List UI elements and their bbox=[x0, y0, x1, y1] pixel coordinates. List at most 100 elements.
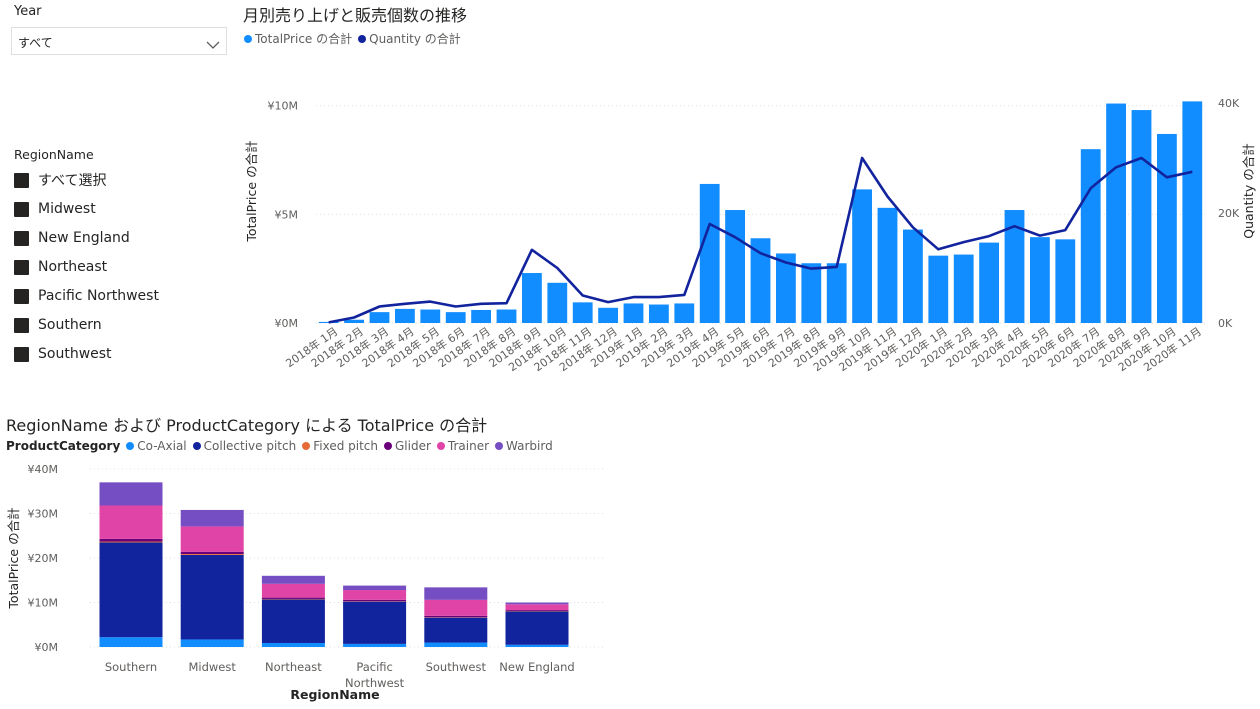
y-tick-label-right: 20K bbox=[1218, 207, 1240, 220]
region-slicer-item[interactable]: Southwest bbox=[14, 342, 112, 366]
legend-label: Warbird bbox=[506, 439, 553, 453]
region-slicer-item[interactable]: New England bbox=[14, 226, 130, 250]
x-tick-label: Pacific bbox=[356, 660, 393, 674]
stacked-bar-segment bbox=[180, 526, 244, 552]
legend-label: Quantity の合計 bbox=[369, 32, 461, 46]
x-tick-label: Northeast bbox=[265, 660, 322, 674]
x-axis-title: RegionName bbox=[290, 687, 379, 702]
chevron-down-icon bbox=[206, 35, 220, 54]
checkbox-checked-icon[interactable] bbox=[14, 172, 29, 188]
year-dropdown-value: すべて bbox=[18, 36, 53, 50]
y-tick-label: ¥20M bbox=[28, 552, 59, 565]
legend-item-co-axial[interactable]: Co-Axial bbox=[126, 439, 187, 453]
legend-marker bbox=[192, 442, 201, 450]
bar bbox=[953, 254, 974, 323]
stacked-bar-segment bbox=[99, 482, 163, 506]
bar bbox=[979, 242, 1000, 323]
bar bbox=[902, 229, 923, 323]
stacked-bar-segment bbox=[424, 617, 488, 643]
bar bbox=[318, 321, 339, 323]
checkbox-checked-icon[interactable] bbox=[14, 259, 29, 275]
chart1-title: 月別売り上げと販売個数の推移 bbox=[243, 6, 468, 25]
region-slicer-item[interactable]: Midwest bbox=[14, 197, 96, 221]
stacked-bar-segment bbox=[180, 551, 244, 554]
legend-item-glider[interactable]: Glider bbox=[384, 439, 431, 453]
legend-item-fixed-pitch[interactable]: Fixed pitch bbox=[302, 439, 378, 453]
legend-marker bbox=[302, 442, 311, 450]
legend-marker bbox=[244, 34, 252, 43]
bar bbox=[598, 307, 619, 323]
region-slicer-item[interactable]: すべて選択 bbox=[14, 168, 106, 192]
stacked-bar-segment bbox=[505, 602, 569, 605]
y-tick-label-left: ¥5M bbox=[275, 208, 299, 221]
legend-item-warbird[interactable]: Warbird bbox=[495, 439, 553, 453]
checkbox-checked-icon[interactable] bbox=[14, 288, 29, 304]
legend-title: ProductCategory bbox=[6, 439, 121, 453]
bar bbox=[1131, 110, 1152, 323]
bar bbox=[1182, 101, 1203, 324]
stacked-bar-segment bbox=[180, 553, 244, 555]
checkbox-checked-icon[interactable] bbox=[14, 201, 29, 217]
chart2-legend: ProductCategory Co-Axial Collective pitch… bbox=[6, 439, 559, 453]
y-tick-label: ¥30M bbox=[28, 508, 59, 521]
y-axis-title-right: Quantity の合計 bbox=[1241, 143, 1256, 239]
stacked-bar-segment bbox=[99, 538, 163, 542]
stacked-bar-segment bbox=[505, 604, 569, 611]
stacked-bar-segment bbox=[99, 505, 163, 539]
stacked-bar-segment bbox=[99, 637, 163, 647]
stacked-bar-segment bbox=[505, 610, 569, 611]
region-slicer-item-label: すべて選択 bbox=[38, 173, 107, 189]
stacked-bar-segment bbox=[261, 599, 325, 643]
bar bbox=[674, 303, 695, 323]
bar bbox=[394, 308, 415, 323]
stacked-bar-segment bbox=[424, 642, 488, 647]
checkbox-checked-icon[interactable] bbox=[14, 346, 29, 362]
bar bbox=[1106, 103, 1127, 323]
bar bbox=[801, 263, 822, 323]
bar bbox=[445, 312, 466, 323]
region-slicer-item[interactable]: Southern bbox=[14, 313, 102, 337]
stacked-bar-segment bbox=[180, 554, 244, 640]
bar bbox=[547, 282, 568, 323]
region-slicer-item[interactable]: Northeast bbox=[14, 255, 107, 279]
stacked-bar-segment bbox=[261, 583, 325, 598]
y-tick-label: ¥0M bbox=[35, 641, 59, 654]
bar bbox=[750, 238, 771, 323]
y-tick-label-right: 40K bbox=[1218, 97, 1240, 110]
y-tick-label-left: ¥0M bbox=[275, 317, 299, 330]
bar bbox=[521, 273, 542, 323]
stacked-bar-segment bbox=[424, 587, 488, 600]
stacked-bar-segment bbox=[99, 541, 163, 543]
legend-label: Trainer bbox=[447, 439, 490, 453]
bar bbox=[344, 319, 365, 323]
bar bbox=[725, 210, 746, 323]
bar bbox=[775, 253, 796, 323]
stacked-bar-segment bbox=[424, 599, 488, 616]
legend-item-collective-pitch[interactable]: Collective pitch bbox=[192, 439, 296, 453]
legend-item-totalprice[interactable]: TotalPrice の合計 bbox=[244, 30, 352, 47]
x-tick-label: Midwest bbox=[188, 660, 236, 674]
region-category-chart: ¥0M ¥10M ¥20M ¥30M ¥40M TotalPrice の合計 RegionN… bbox=[6, 463, 604, 702]
stacked-bar-segment bbox=[343, 590, 407, 600]
stacked-bar-segment bbox=[343, 599, 407, 602]
bar bbox=[648, 304, 669, 323]
y-axis-title: TotalPrice の合計 bbox=[6, 507, 21, 609]
chart1-legend: TotalPrice の合計 Quantity の合計 bbox=[244, 30, 467, 47]
stacked-bar-segment bbox=[505, 611, 569, 645]
stacked-bar-segment bbox=[343, 643, 407, 647]
y-tick-label-left: ¥10M bbox=[268, 100, 299, 113]
legend-marker bbox=[358, 34, 367, 43]
legend-item-quantity[interactable]: Quantity の合計 bbox=[358, 30, 461, 47]
region-slicer-item-label: Midwest bbox=[38, 201, 96, 217]
monthly-sales-chart: ¥0M ¥5M ¥10M 0K 20K 40K TotalPrice の合計 Quantity… bbox=[244, 97, 1256, 374]
legend-item-trainer[interactable]: Trainer bbox=[436, 439, 490, 453]
stacked-bar-segment bbox=[99, 542, 163, 638]
region-slicer-item[interactable]: Pacific Northwest bbox=[14, 284, 159, 308]
year-dropdown[interactable]: すべて bbox=[11, 27, 227, 55]
bar bbox=[1029, 237, 1050, 323]
checkbox-checked-icon[interactable] bbox=[14, 317, 29, 333]
checkbox-checked-icon[interactable] bbox=[14, 230, 29, 246]
region-slicer-item-label: Pacific Northwest bbox=[38, 288, 159, 304]
year-slicer-label: Year bbox=[14, 4, 42, 19]
y-tick-label: ¥40M bbox=[28, 463, 59, 476]
